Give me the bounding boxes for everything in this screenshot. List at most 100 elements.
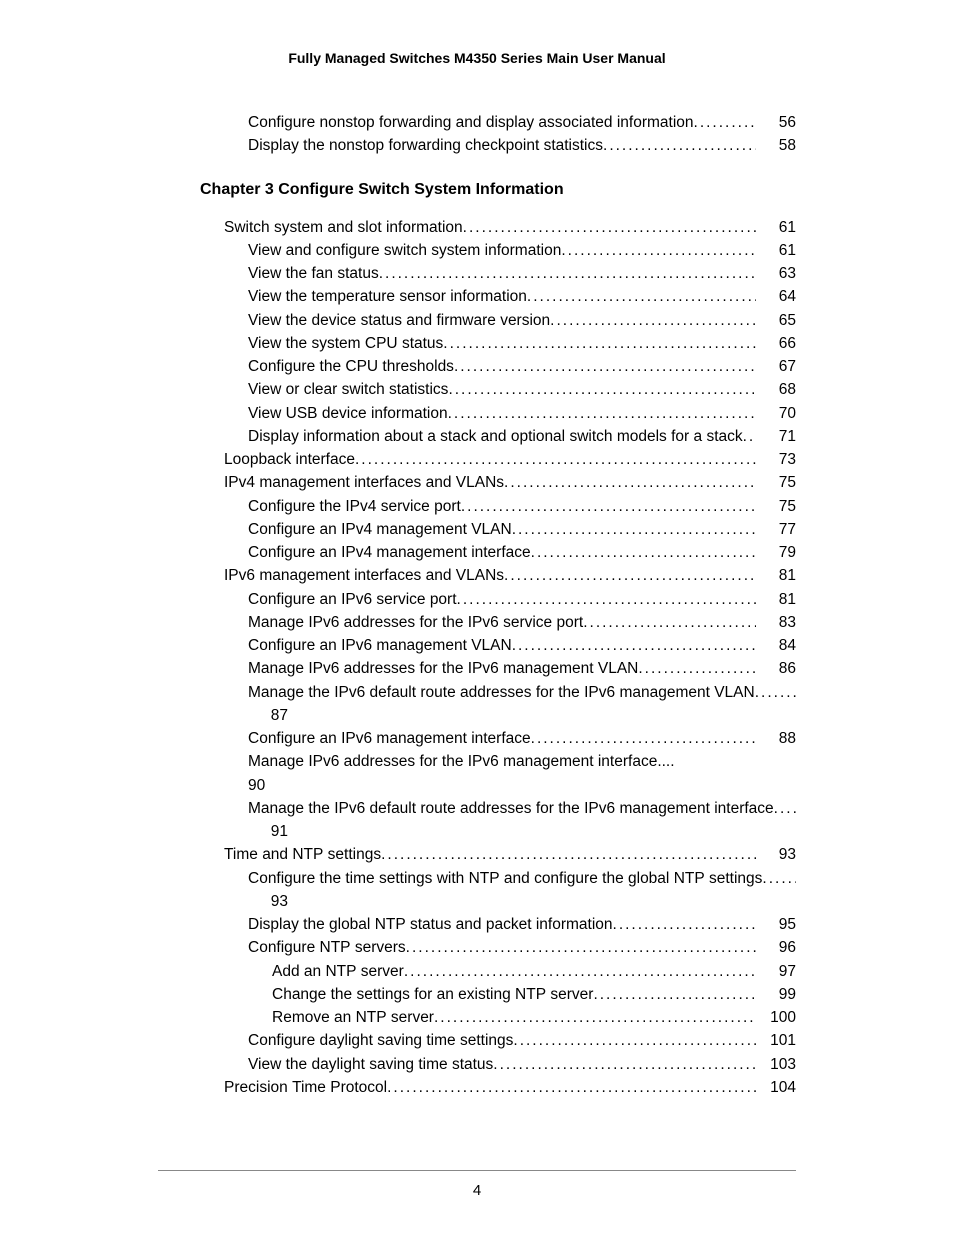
toc-leader: ........................................… — [593, 983, 756, 1006]
toc-leader: ........................................… — [513, 1029, 756, 1052]
toc-entry-page: 96 — [756, 936, 796, 959]
toc-leader: ........................................… — [406, 936, 756, 959]
toc-leader: ........................................… — [762, 867, 796, 890]
toc-entry-page: 61 — [756, 239, 796, 262]
toc-entry[interactable]: Manage IPv6 addresses for the IPv6 manag… — [200, 750, 796, 797]
toc-entry[interactable]: View USB device information.............… — [200, 402, 796, 425]
toc-entry[interactable]: Configure NTP servers...................… — [200, 936, 796, 959]
toc-entry[interactable]: Configure an IPv6 management interface..… — [200, 727, 796, 750]
toc-entry[interactable]: Display information about a stack and op… — [200, 425, 796, 448]
toc-leader: ........................................… — [381, 843, 756, 866]
toc-entry-page: 88 — [756, 727, 796, 750]
toc-entry[interactable]: Configure the IPv4 service port.........… — [200, 495, 796, 518]
toc-entry-page: 86 — [756, 657, 796, 680]
toc-entry-page: 81 — [756, 564, 796, 587]
toc-leader: ........................................… — [755, 681, 796, 704]
toc-entry-page: 65 — [756, 309, 796, 332]
header-title: Fully Managed Switches M4350 Series Main… — [0, 50, 954, 66]
toc-entry-page: 101 — [756, 1029, 796, 1052]
toc-entry-page: 61 — [756, 216, 796, 239]
toc-leader: ........................................… — [550, 309, 756, 332]
toc-entry-page: 75 — [756, 495, 796, 518]
toc-entry[interactable]: Manage the IPv6 default route addresses … — [200, 681, 796, 728]
toc-entry[interactable]: Remove an NTP server....................… — [200, 1006, 796, 1029]
toc-entry-page: 81 — [756, 588, 796, 611]
toc-entry[interactable]: IPv6 management interfaces and VLANs....… — [200, 564, 796, 587]
toc-entry-page: 66 — [756, 332, 796, 355]
toc-entry-page: 71 — [756, 425, 796, 448]
toc-entry-page: 73 — [756, 448, 796, 471]
toc-entry[interactable]: Configure the time settings with NTP and… — [200, 867, 796, 914]
toc-entry-page: 83 — [756, 611, 796, 634]
toc-leader: ........................................… — [531, 727, 756, 750]
toc-leader: ........................................… — [448, 378, 756, 401]
toc-entry[interactable]: Loopback interface......................… — [200, 448, 796, 471]
toc-leader: ........................................… — [434, 1006, 756, 1029]
toc-leader: ........................................… — [561, 239, 756, 262]
toc-entry[interactable]: Display the global NTP status and packet… — [200, 913, 796, 936]
toc-entry-page: 93 — [756, 843, 796, 866]
toc-leader: ........................................… — [457, 588, 756, 611]
toc-leader: ........................................… — [443, 332, 756, 355]
toc-entry[interactable]: View the daylight saving time status....… — [200, 1053, 796, 1076]
toc-entry[interactable]: Precision Time Protocol.................… — [200, 1076, 796, 1099]
toc-entry[interactable]: Change the settings for an existing NTP … — [200, 983, 796, 1006]
toc-entry[interactable]: View the temperature sensor information.… — [200, 285, 796, 308]
toc-entry[interactable]: View the device status and firmware vers… — [200, 309, 796, 332]
toc-leader: ........................................… — [603, 134, 756, 157]
toc-entry-page: 100 — [756, 1006, 796, 1029]
toc-entry-page: 104 — [756, 1076, 796, 1099]
toc-leader: ........................................… — [638, 657, 756, 680]
toc-entry[interactable]: Manage IPv6 addresses for the IPv6 manag… — [200, 657, 796, 680]
toc-leader: ........................................… — [504, 471, 756, 494]
toc-entry[interactable]: View the fan status.....................… — [200, 262, 796, 285]
toc-main-entries: Switch system and slot information......… — [200, 216, 796, 1100]
toc-leader: ........................................… — [743, 425, 756, 448]
toc-pre-entries: Configure nonstop forwarding and display… — [200, 111, 796, 158]
toc-leader: ........................................… — [774, 797, 796, 820]
toc-entry[interactable]: Configure an IPv4 management interface..… — [200, 541, 796, 564]
toc-content: Configure nonstop forwarding and display… — [200, 111, 796, 1099]
toc-entry[interactable]: Manage IPv6 addresses for the IPv6 servi… — [200, 611, 796, 634]
toc-leader: ........................................… — [493, 1053, 756, 1076]
toc-entry-page: 75 — [756, 471, 796, 494]
toc-entry-page: 63 — [756, 262, 796, 285]
toc-entry[interactable]: View the system CPU status..............… — [200, 332, 796, 355]
toc-entry-page: 93 — [248, 890, 288, 913]
toc-entry[interactable]: Manage the IPv6 default route addresses … — [200, 797, 796, 844]
toc-entry[interactable]: Configure daylight saving time settings.… — [200, 1029, 796, 1052]
toc-leader: ........................................… — [387, 1076, 756, 1099]
toc-entry[interactable]: Configure an IPv4 management VLAN.......… — [200, 518, 796, 541]
toc-entry-page: 91 — [248, 820, 288, 843]
toc-entry[interactable]: Add an NTP server.......................… — [200, 960, 796, 983]
toc-entry[interactable]: Configure an IPv6 management VLAN.......… — [200, 634, 796, 657]
toc-entry[interactable]: Configure the CPU thresholds............… — [200, 355, 796, 378]
footer-rule — [158, 1170, 796, 1171]
toc-entry-page: 84 — [756, 634, 796, 657]
toc-entry-page: 90 — [248, 774, 265, 797]
toc-leader: ........................................… — [583, 611, 756, 634]
toc-entry[interactable]: Configure an IPv6 service port..........… — [200, 588, 796, 611]
toc-leader: ........................................… — [463, 216, 756, 239]
toc-leader: ........................................… — [527, 285, 756, 308]
toc-leader: ........................................… — [454, 355, 756, 378]
toc-entry[interactable]: IPv4 management interfaces and VLANs....… — [200, 471, 796, 494]
toc-leader: ........................................… — [694, 111, 756, 134]
toc-entry[interactable]: Time and NTP settings...................… — [200, 843, 796, 866]
toc-leader: ........................................… — [448, 402, 756, 425]
toc-leader: ........................................… — [355, 448, 756, 471]
toc-entry[interactable]: Switch system and slot information......… — [200, 216, 796, 239]
toc-entry-page: 68 — [756, 378, 796, 401]
toc-entry[interactable]: View and configure switch system informa… — [200, 239, 796, 262]
toc-entry-page: 64 — [756, 285, 796, 308]
chapter-heading: Chapter 3 Configure Switch System Inform… — [200, 178, 796, 202]
page-number: 4 — [0, 1182, 954, 1199]
toc-entry-page: 95 — [756, 913, 796, 936]
toc-entry[interactable]: Display the nonstop forwarding checkpoin… — [200, 134, 796, 157]
toc-entry-page: 77 — [756, 518, 796, 541]
toc-leader: ........................................… — [613, 913, 756, 936]
toc-entry-page: 56 — [756, 111, 796, 134]
toc-entry[interactable]: Configure nonstop forwarding and display… — [200, 111, 796, 134]
toc-entry-page: 103 — [756, 1053, 796, 1076]
toc-entry[interactable]: View or clear switch statistics.........… — [200, 378, 796, 401]
